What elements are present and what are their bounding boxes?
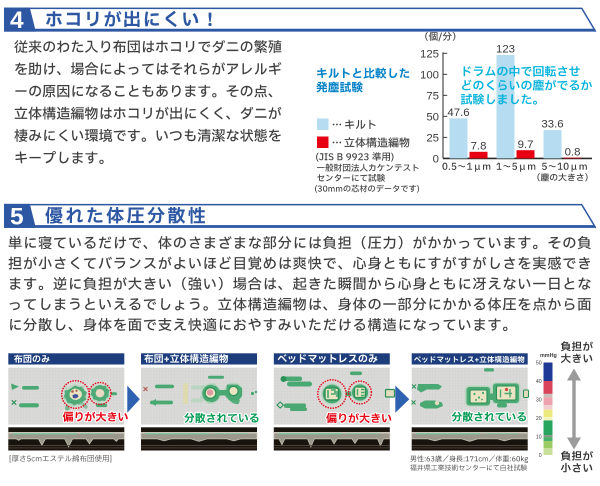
- svg-text:100: 100: [420, 70, 439, 82]
- svg-text:123: 123: [496, 44, 515, 56]
- svg-text:33.6: 33.6: [541, 119, 563, 131]
- svg-text:0.8: 0.8: [565, 146, 581, 158]
- svg-text:20: 20: [536, 416, 542, 422]
- svg-text:0: 0: [539, 453, 542, 459]
- svg-text:5: 5: [10, 204, 24, 231]
- svg-text:25: 25: [426, 133, 439, 145]
- svg-text:7.8: 7.8: [471, 140, 487, 152]
- svg-text:30: 30: [536, 397, 542, 403]
- svg-text:75: 75: [426, 91, 439, 103]
- svg-text:9.7: 9.7: [518, 139, 534, 151]
- svg-text:0: 0: [433, 154, 439, 166]
- svg-text:47.6: 47.6: [447, 107, 469, 119]
- svg-text:mmHg: mmHg: [540, 353, 557, 359]
- svg-text:4: 4: [10, 7, 24, 34]
- svg-text:50: 50: [536, 360, 542, 366]
- svg-text:40: 40: [536, 379, 542, 385]
- svg-text:50: 50: [426, 112, 439, 124]
- svg-text:10: 10: [536, 434, 542, 440]
- svg-text:125: 125: [420, 49, 439, 61]
